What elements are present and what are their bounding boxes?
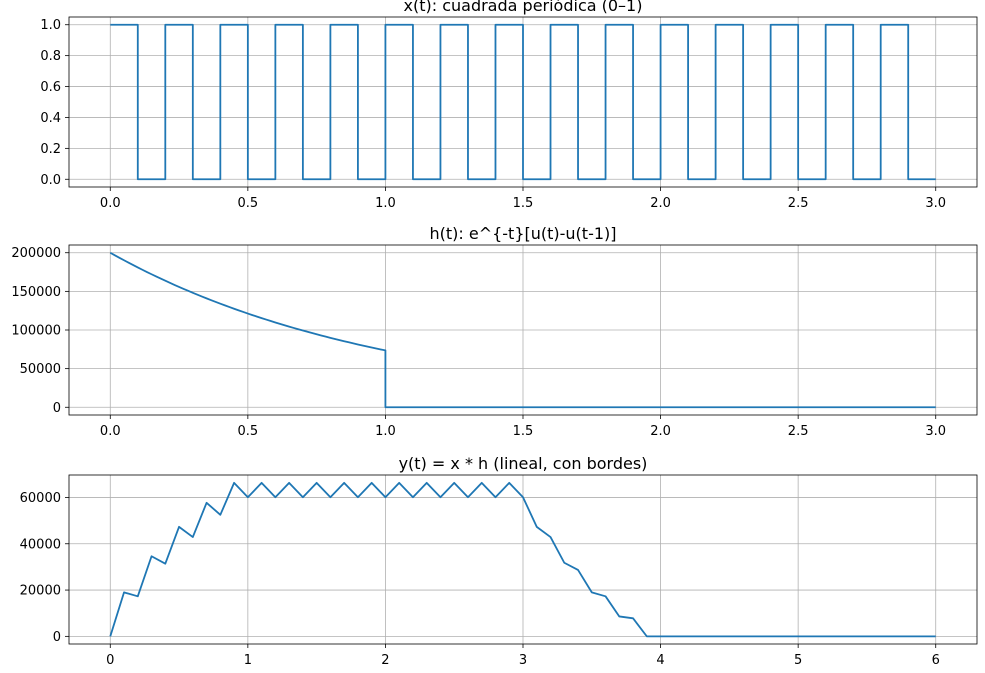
y-tick-label: 200000 <box>11 246 61 261</box>
y-tick-label: 0 <box>53 401 61 416</box>
x-tick-label: 1.0 <box>375 196 396 211</box>
subplot-title: x(t): cuadrada periódica (0–1) <box>404 0 643 15</box>
y-tick-label: 1.0 <box>40 18 61 33</box>
y-tick-label: 0.4 <box>40 111 61 126</box>
x-tick-label: 2.0 <box>650 196 671 211</box>
x-tick-label: 3 <box>519 653 527 668</box>
y-tick-label: 0 <box>53 630 61 645</box>
x-tick-label: 1 <box>244 653 252 668</box>
x-tick-label: 2 <box>381 653 389 668</box>
y-tick-label: 0.8 <box>40 49 61 64</box>
series-line <box>109 251 936 409</box>
x-tick-label: 2.0 <box>650 424 671 439</box>
x-tick-label: 1.5 <box>513 424 534 439</box>
subplot-h-impulse-response: 0.0 0.5 1.0 1.5 2.0 2.5 3.0 0 50000 100000 150000 2… <box>11 224 978 439</box>
x-tick-label: 0.5 <box>238 424 259 439</box>
x-tick-label: 1.5 <box>513 196 534 211</box>
x-tick-label: 0.0 <box>100 196 121 211</box>
x-tick-label: 3.0 <box>925 196 946 211</box>
subplot-y-convolution: 0 1 2 3 4 5 6 0 20000 40000 60000 y(t) = x * h (lin… <box>20 454 978 668</box>
subplot-title: h(t): e^{-t}[u(t)-u(t-1)] <box>429 224 616 243</box>
y-tick-label: 0.6 <box>40 80 61 95</box>
x-tick-label: 6 <box>932 653 940 668</box>
subplot-title: y(t) = x * h (lineal, con bordes) <box>399 454 648 473</box>
x-tick-label: 4 <box>656 653 664 668</box>
x-tick-label: 5 <box>794 653 802 668</box>
y-tick-label: 20000 <box>20 584 61 599</box>
y-tick-label: 60000 <box>20 491 61 506</box>
x-tick-label: 2.5 <box>788 424 809 439</box>
x-tick-label: 2.5 <box>788 196 809 211</box>
x-tick-label: 0.5 <box>238 196 259 211</box>
y-tick-label: 100000 <box>11 324 61 339</box>
x-tick-label: 3.0 <box>925 424 946 439</box>
y-tick-label: 0.0 <box>40 173 61 188</box>
subplot-x-square-wave: 0.0 0.5 1.0 1.5 2.0 2.5 3.0 0.0 0.2 0.4 0.6 0.8 1.0 x… <box>40 0 978 211</box>
series-line <box>110 23 936 181</box>
x-tick-label: 0.0 <box>100 424 121 439</box>
y-tick-label: 150000 <box>11 285 61 300</box>
y-tick-label: 40000 <box>20 537 61 552</box>
y-tick-label: 50000 <box>20 362 61 377</box>
x-tick-label: 1.0 <box>375 424 396 439</box>
x-tick-label: 0 <box>106 653 114 668</box>
y-tick-label: 0.2 <box>40 142 61 157</box>
series-line <box>109 481 936 638</box>
